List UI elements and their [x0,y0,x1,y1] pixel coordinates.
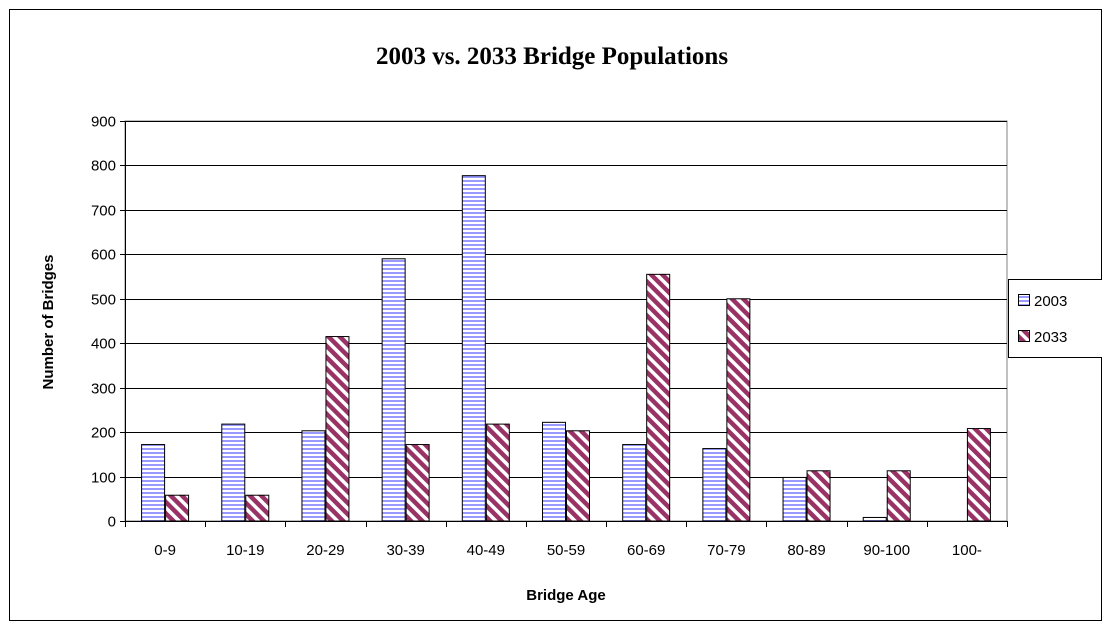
legend-label-2003: 2003 [1034,293,1067,310]
bar-2003-50-59 [542,421,566,522]
x-tick-label: 80-89 [787,542,825,559]
x-tick-label: 90-100 [863,542,910,559]
bar-2003-70-79 [702,448,727,522]
x-tick-label: 30-39 [386,542,424,559]
y-tick-label: 100 [91,470,116,487]
x-tick-label: 10-19 [226,542,264,559]
bar-2003-10-19 [221,423,246,522]
x-tick-label: 100- [952,542,982,559]
y-tick-label: 200 [91,425,116,442]
bar-2003-90-100 [862,516,887,522]
x-tick-label: 70-79 [707,542,745,559]
legend-swatch-2033 [1018,330,1030,342]
bar-2033-20-29 [325,336,350,522]
x-axis-title: Bridge Age [526,587,605,604]
bar-2003-60-69 [622,444,647,522]
y-tick-label: 800 [91,158,116,175]
y-tick-labels: 0 100 200 300 400 500 600 700 800 900 [91,114,116,531]
y-tick-label: 500 [91,292,116,309]
bar-2033-40-49 [485,423,510,522]
y-tick-label: 700 [91,203,116,220]
axes [120,121,1008,527]
y-axis-title: Number of Bridges [40,254,57,389]
bar-2033-30-39 [405,444,430,522]
bar-2033-90-100 [886,470,911,522]
legend-label-2033: 2033 [1034,329,1067,346]
x-tick-label: 60-69 [627,542,665,559]
legend-swatch-2003 [1018,294,1030,306]
chart-title: 2003 vs. 2033 Bridge Populations [376,43,728,70]
bar-2033-100- [966,428,991,522]
x-tick-label: 0-9 [154,542,176,559]
bar-2003-80-89 [782,476,807,522]
bar-2033-10-19 [245,494,270,522]
x-tick-labels: 0-9 10-19 20-29 30-39 40-49 50-59 60-69 70-79 80… [154,542,982,559]
bar-2003-20-29 [301,430,326,522]
y-tick-label: 0 [108,514,116,531]
bar-2033-60-69 [646,273,671,522]
y-tick-label: 900 [91,114,116,131]
bar-2003-30-39 [381,258,406,522]
bar-2033-50-59 [566,430,590,522]
bar-2033-80-89 [806,470,831,522]
bar-2033-70-79 [726,298,751,522]
x-tick-label: 50-59 [547,542,585,559]
bar-2033-0-9 [165,494,190,522]
bar-2003-40-49 [461,175,486,522]
legend: 2003 2033 [1008,279,1102,358]
y-tick-label: 400 [91,336,116,353]
bars [141,175,991,522]
x-tick-label: 40-49 [467,542,505,559]
x-tick-label: 20-29 [306,542,344,559]
y-tick-label: 300 [91,381,116,398]
y-tick-label: 600 [91,247,116,264]
legend-box [1008,279,1102,358]
bar-2003-0-9 [141,444,166,522]
